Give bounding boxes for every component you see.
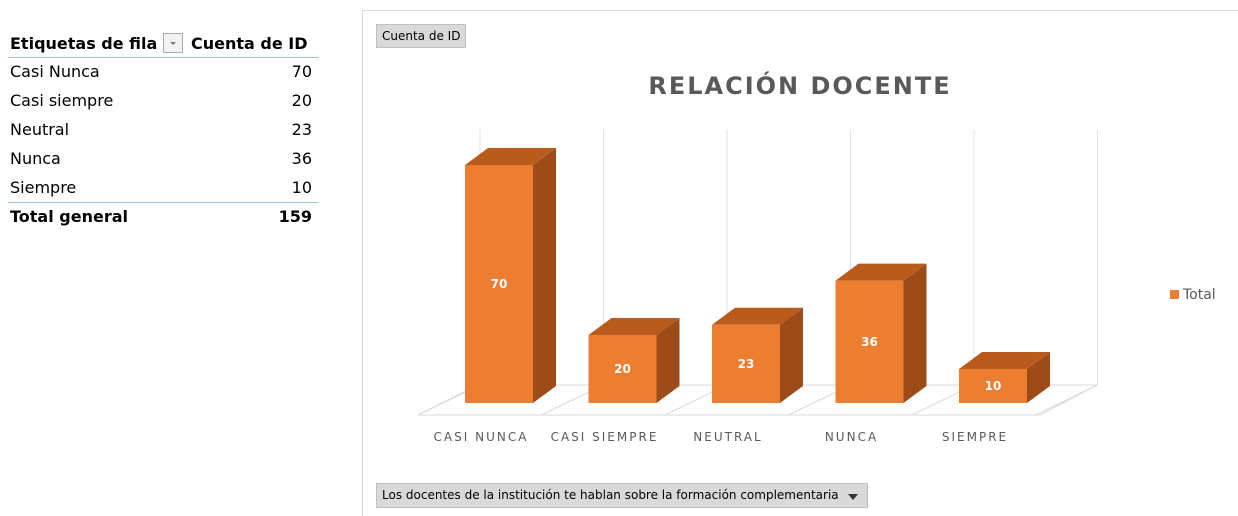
data-label: 10 xyxy=(985,379,1002,393)
x-tick-label: NUNCA xyxy=(824,430,879,444)
bar-side xyxy=(780,307,803,403)
bar-top xyxy=(835,263,927,281)
row-label: Nunca xyxy=(10,149,61,168)
bar xyxy=(712,324,780,403)
row-label: Siempre xyxy=(10,178,77,197)
value-field-button[interactable]: Cuenta de ID xyxy=(376,24,467,48)
legend-swatch xyxy=(1170,290,1179,299)
bar xyxy=(835,280,904,403)
row-label: Casi siempre xyxy=(10,91,114,110)
row-value: 20 xyxy=(291,91,312,110)
bar-side xyxy=(903,263,927,403)
axis-field-button[interactable]: Los docentes de la institución te hablan… xyxy=(376,483,868,508)
chart-area xyxy=(362,10,1238,516)
data-label: 36 xyxy=(861,335,878,349)
x-tick-label: CASI NUNCA xyxy=(433,430,529,444)
data-label: 23 xyxy=(738,357,755,371)
bar xyxy=(959,369,1027,403)
chart-title: RELACIÓN DOCENTE xyxy=(648,70,951,100)
bar xyxy=(465,165,533,403)
total-label: Total general xyxy=(10,207,128,226)
data-label: 20 xyxy=(614,362,631,376)
divider xyxy=(8,57,318,58)
row-value: 70 xyxy=(291,62,312,81)
x-tick-label: CASI SIEMPRE xyxy=(550,430,659,444)
bar xyxy=(588,335,657,403)
bar-top xyxy=(465,148,556,165)
legend-label: Total xyxy=(1182,287,1216,303)
dropdown-icon xyxy=(847,494,858,500)
filter-button[interactable] xyxy=(163,33,183,53)
x-tick-label: NEUTRAL xyxy=(693,430,763,444)
bar-side xyxy=(1027,352,1050,403)
row-value: 23 xyxy=(291,120,312,139)
bar-side xyxy=(533,148,556,403)
data-label: 70 xyxy=(491,277,508,291)
floor-line xyxy=(1035,384,1098,416)
row-value: 36 xyxy=(291,149,312,168)
total-value: 159 xyxy=(278,207,312,226)
row-label: Casi Nunca xyxy=(10,62,100,81)
row-value: 10 xyxy=(291,178,312,197)
bar-top xyxy=(959,352,1050,369)
row-label: Neutral xyxy=(10,120,70,139)
divider xyxy=(8,202,318,203)
bar-top xyxy=(588,318,680,335)
header-cell: Etiquetas de fila xyxy=(10,34,158,53)
dropdown-icon xyxy=(170,42,176,45)
bar-side xyxy=(656,318,680,403)
header-cell: Cuenta de ID xyxy=(191,34,308,53)
axis-field-label: Los docentes de la institución te hablan… xyxy=(382,488,839,502)
bar-top xyxy=(712,307,803,325)
x-tick-label: SIEMPRE xyxy=(941,430,1009,444)
